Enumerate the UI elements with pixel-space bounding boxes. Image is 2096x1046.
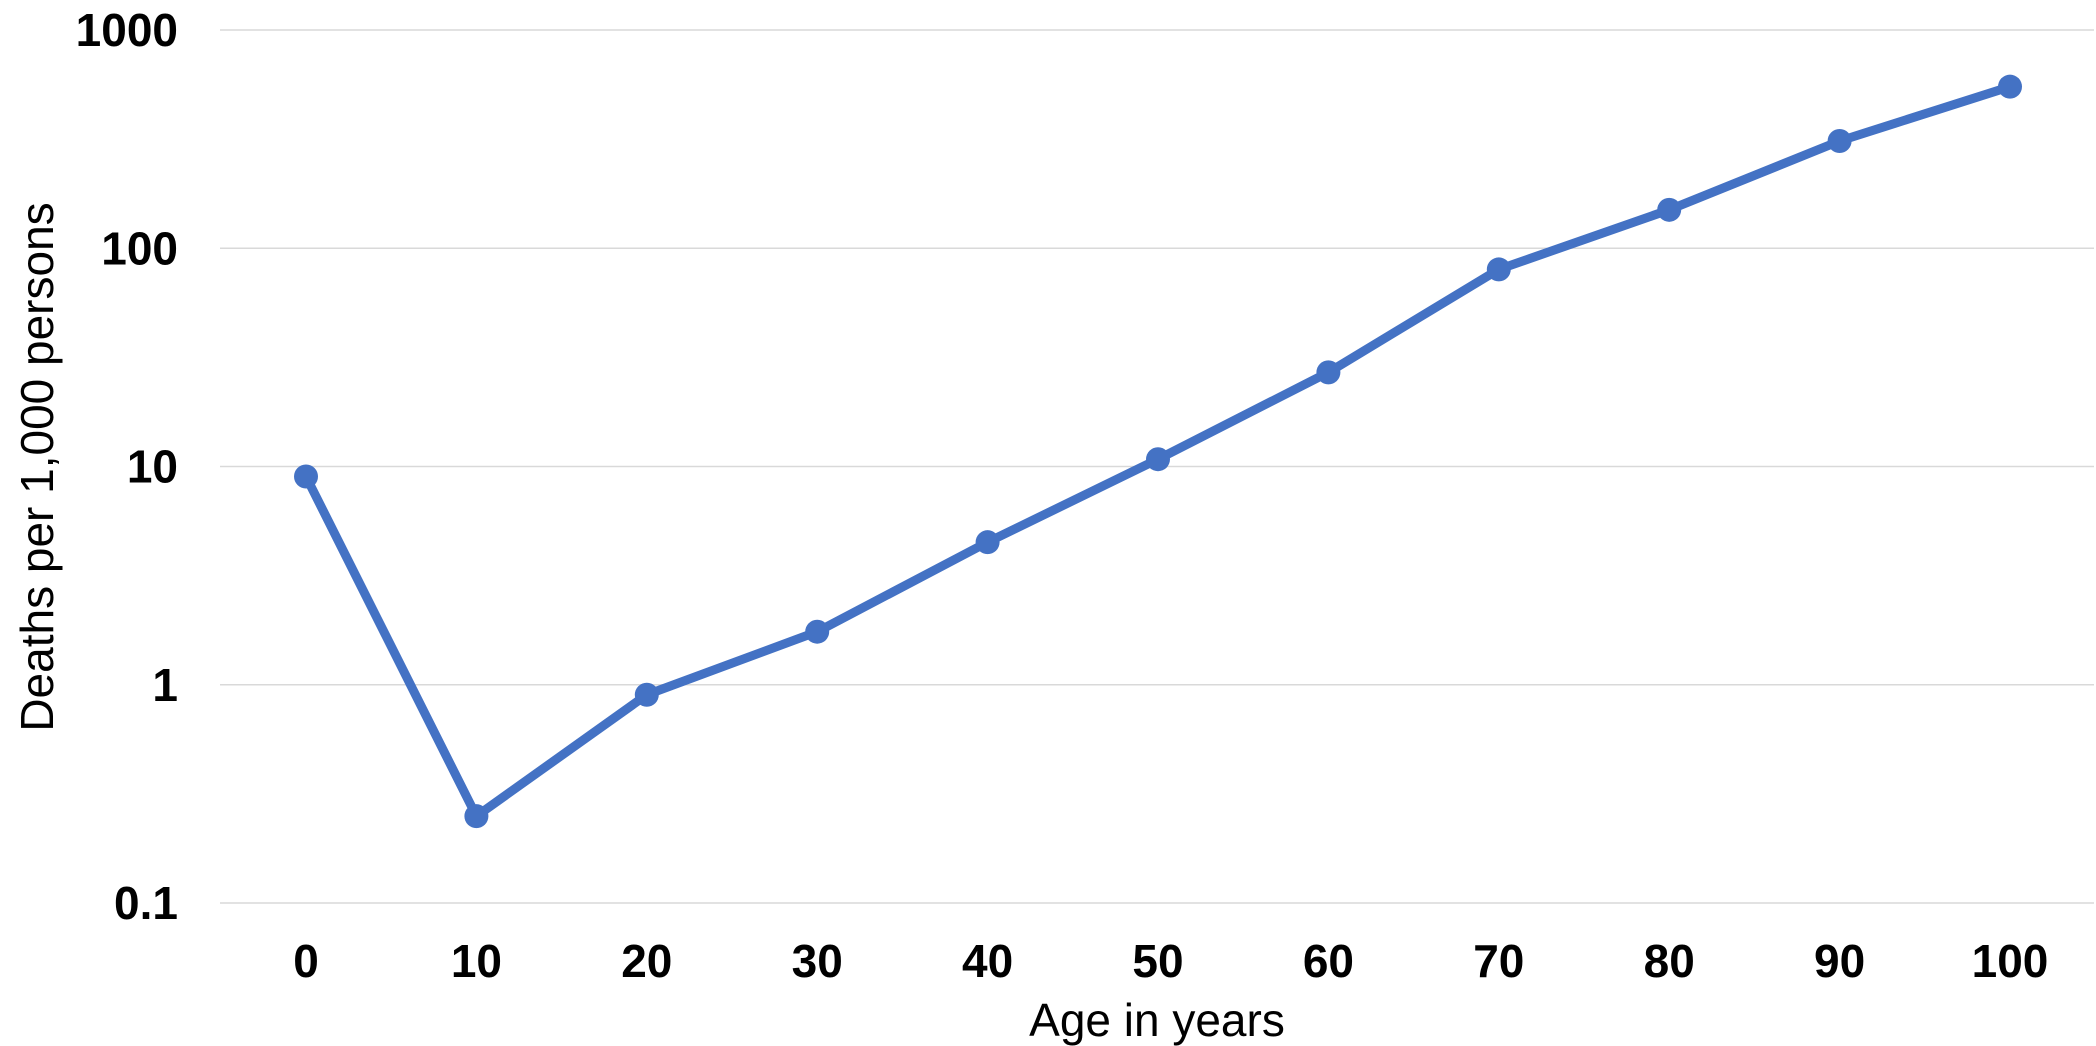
data-point [805,619,830,644]
x-axis-title: Age in years [1029,994,1285,1046]
y-tick-label: 1000 [76,4,178,56]
data-point [975,530,1000,555]
data-point [1146,447,1170,472]
x-tick-label: 50 [1132,935,1183,987]
x-tick-label: 100 [1972,935,2049,987]
x-tick-label: 60 [1303,935,1354,987]
data-point [1998,74,2022,99]
x-tick-label: 20 [621,935,672,987]
series-group [294,74,2022,829]
data-point [1657,197,1682,222]
x-tick-label: 0 [293,935,319,987]
data-point [1827,129,1852,154]
data-point [1486,257,1511,282]
data-point [634,682,659,707]
y-tick-label: 10 [127,441,178,493]
data-point [1316,360,1341,385]
y-axis-ticks: 0.1 1 10 100 1000 [76,4,178,929]
y-tick-label: 100 [101,222,178,274]
y-axis-title: Deaths per 1,000 persons [11,202,63,731]
x-tick-label: 30 [792,935,843,987]
x-axis-ticks: 0 10 20 30 40 50 60 70 80 90 100 [293,935,2048,987]
x-tick-label: 80 [1644,935,1695,987]
y-tick-label: 1 [152,659,178,711]
data-point [294,464,318,489]
data-point [464,804,489,829]
x-tick-label: 70 [1473,935,1524,987]
x-tick-label: 40 [962,935,1013,987]
x-tick-label: 90 [1814,935,1865,987]
x-tick-label: 10 [451,935,502,987]
y-tick-label: 0.1 [114,877,178,929]
